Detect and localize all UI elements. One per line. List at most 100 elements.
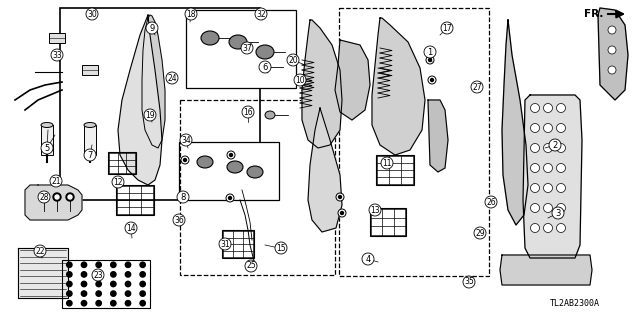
Circle shape — [184, 158, 186, 162]
Text: 22: 22 — [35, 246, 45, 255]
Circle shape — [96, 272, 101, 277]
Ellipse shape — [256, 45, 274, 59]
Circle shape — [180, 134, 192, 146]
Circle shape — [146, 22, 158, 34]
Circle shape — [543, 204, 552, 212]
Polygon shape — [428, 100, 448, 172]
Text: 32: 32 — [256, 10, 266, 19]
Circle shape — [463, 276, 475, 288]
Circle shape — [68, 195, 72, 199]
Circle shape — [339, 196, 342, 198]
Polygon shape — [372, 18, 425, 155]
Circle shape — [125, 272, 131, 277]
Circle shape — [140, 262, 145, 268]
Ellipse shape — [260, 63, 270, 71]
Circle shape — [287, 54, 299, 66]
Polygon shape — [308, 108, 342, 232]
Circle shape — [81, 262, 86, 268]
Circle shape — [543, 143, 552, 153]
Text: TL2AB2300A: TL2AB2300A — [550, 299, 600, 308]
Text: 12: 12 — [113, 178, 123, 187]
Circle shape — [111, 272, 116, 277]
Text: 30: 30 — [87, 10, 97, 19]
Text: 31: 31 — [220, 239, 230, 249]
Text: 36: 36 — [174, 215, 184, 225]
Circle shape — [362, 253, 374, 265]
Circle shape — [111, 262, 116, 268]
Circle shape — [50, 175, 62, 187]
Text: 24: 24 — [167, 74, 177, 83]
Text: 25: 25 — [246, 261, 256, 270]
Circle shape — [294, 74, 306, 86]
Polygon shape — [118, 15, 162, 185]
Polygon shape — [302, 20, 342, 148]
Text: 2: 2 — [552, 140, 557, 149]
Circle shape — [84, 149, 96, 161]
Ellipse shape — [197, 156, 213, 168]
Text: 13: 13 — [370, 205, 380, 214]
Circle shape — [474, 227, 486, 239]
Circle shape — [531, 103, 540, 113]
Circle shape — [81, 291, 86, 296]
Bar — [60, 8, 260, 200]
Circle shape — [441, 22, 453, 34]
Circle shape — [140, 272, 145, 277]
Circle shape — [227, 151, 235, 159]
Circle shape — [81, 272, 86, 277]
Circle shape — [259, 61, 271, 73]
Circle shape — [125, 262, 131, 268]
Bar — [179, 142, 279, 200]
Polygon shape — [598, 8, 628, 100]
Circle shape — [275, 242, 287, 254]
Ellipse shape — [227, 161, 243, 173]
Circle shape — [140, 291, 145, 296]
Circle shape — [67, 291, 72, 296]
Text: 29: 29 — [475, 228, 485, 237]
Circle shape — [557, 103, 566, 113]
Circle shape — [242, 106, 254, 118]
Text: 10: 10 — [295, 76, 305, 84]
Circle shape — [67, 262, 72, 268]
Circle shape — [96, 291, 101, 296]
Circle shape — [608, 26, 616, 34]
Circle shape — [531, 223, 540, 233]
Polygon shape — [335, 40, 370, 120]
Text: 34: 34 — [181, 135, 191, 145]
Circle shape — [543, 124, 552, 132]
Circle shape — [531, 143, 540, 153]
Text: 17: 17 — [442, 23, 452, 33]
Circle shape — [531, 204, 540, 212]
Circle shape — [111, 300, 116, 306]
Circle shape — [557, 143, 566, 153]
Bar — [222, 230, 254, 258]
Circle shape — [166, 72, 178, 84]
Text: 16: 16 — [243, 108, 253, 116]
Circle shape — [125, 281, 131, 287]
Bar — [116, 185, 154, 215]
Text: 28: 28 — [39, 193, 49, 202]
Polygon shape — [142, 15, 165, 148]
Circle shape — [336, 193, 344, 201]
Circle shape — [557, 183, 566, 193]
Circle shape — [381, 157, 393, 169]
Circle shape — [177, 191, 189, 203]
Circle shape — [96, 300, 101, 306]
Circle shape — [608, 66, 616, 74]
Circle shape — [557, 204, 566, 212]
Circle shape — [67, 300, 72, 306]
Circle shape — [471, 81, 483, 93]
Text: 35: 35 — [464, 277, 474, 286]
Circle shape — [543, 164, 552, 172]
Ellipse shape — [229, 35, 247, 49]
Text: 15: 15 — [276, 244, 286, 252]
Circle shape — [140, 281, 145, 287]
Text: 3: 3 — [556, 209, 561, 218]
Circle shape — [92, 269, 104, 281]
Circle shape — [431, 78, 433, 82]
Circle shape — [543, 223, 552, 233]
Circle shape — [81, 281, 86, 287]
Bar — [180, 100, 335, 275]
Circle shape — [51, 49, 63, 61]
Ellipse shape — [41, 123, 53, 127]
Circle shape — [557, 223, 566, 233]
